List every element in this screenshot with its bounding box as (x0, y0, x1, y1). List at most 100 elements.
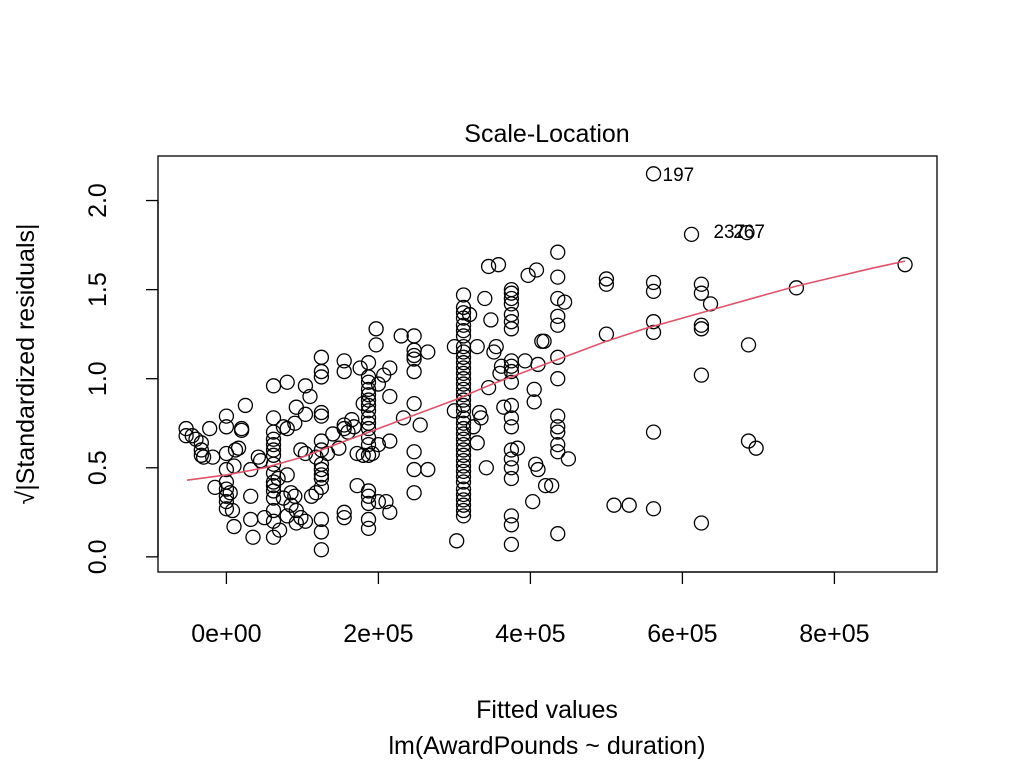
data-point (360, 495, 377, 512)
x-axis-subtitle: lm(AwardPounds ~ duration) (388, 732, 705, 760)
data-point (503, 460, 520, 476)
data-point (493, 358, 510, 374)
data-point (226, 458, 242, 474)
y-tick-label: 0.0 (84, 539, 112, 574)
data-point (349, 445, 365, 462)
data-point (252, 453, 269, 469)
data-point (455, 392, 472, 408)
data-point (336, 363, 352, 380)
data-point (645, 324, 662, 341)
data-point (265, 474, 282, 490)
data-point (645, 274, 662, 291)
data-point (287, 415, 303, 431)
data-point (360, 381, 377, 398)
data-point (297, 406, 314, 422)
data-point (550, 444, 566, 460)
data-point (360, 369, 377, 385)
data-point (748, 440, 764, 456)
data-point (393, 328, 409, 344)
data-point (503, 374, 520, 390)
data-point (382, 433, 398, 449)
data-point (360, 511, 377, 528)
data-point (218, 488, 235, 504)
data-point (693, 317, 710, 333)
data-point (739, 224, 755, 241)
y-tick-label: 1.5 (84, 272, 112, 307)
data-point (525, 493, 541, 510)
data-point (193, 442, 209, 458)
data-point (455, 463, 472, 479)
data-point (271, 522, 288, 538)
data-point (265, 502, 282, 519)
data-point (455, 305, 472, 321)
data-point (550, 408, 566, 424)
data-point (509, 440, 526, 456)
data-point (344, 412, 360, 428)
data-point (313, 542, 330, 558)
data-point (503, 358, 520, 374)
data-point (226, 518, 242, 535)
data-point (503, 296, 520, 312)
data-point (544, 477, 560, 494)
data-point (233, 422, 250, 439)
data-point (370, 376, 387, 392)
data-point (218, 461, 235, 478)
data-point (455, 387, 472, 403)
data-point (536, 333, 552, 349)
data-point (693, 367, 710, 383)
data-point (346, 419, 362, 435)
data-point (218, 481, 235, 497)
data-point (336, 353, 352, 369)
point-annotation: 197 (663, 165, 695, 186)
data-point (455, 486, 472, 503)
data-point (469, 338, 485, 355)
data-point (395, 410, 412, 426)
point-annotation: 237 (713, 222, 745, 243)
data-point (503, 285, 520, 301)
data-point (560, 451, 577, 467)
data-point (455, 447, 472, 463)
data-point (740, 337, 757, 353)
data-point (222, 485, 238, 501)
data-point (550, 371, 566, 387)
data-point (477, 290, 493, 307)
data-point (455, 403, 472, 419)
data-point (455, 442, 472, 458)
data-point (331, 440, 347, 456)
smoother-line (186, 260, 906, 481)
data-point (370, 493, 387, 510)
data-point (537, 477, 554, 494)
data-point (406, 328, 422, 344)
data-point (368, 321, 384, 337)
data-point (683, 226, 700, 243)
data-point (270, 470, 286, 487)
data-point (336, 417, 352, 433)
data-point (360, 374, 377, 390)
data-point (455, 360, 472, 376)
data-point (645, 314, 662, 330)
data-point (360, 429, 377, 446)
data-point (406, 363, 422, 380)
data-point (503, 281, 520, 298)
data-point (693, 285, 710, 301)
data-point (224, 502, 241, 519)
data-point (455, 453, 472, 469)
data-point (455, 355, 472, 371)
y-tick-label: 1.0 (84, 361, 112, 396)
data-point (606, 497, 622, 513)
data-point (503, 517, 520, 533)
data-point (480, 379, 497, 396)
data-point (368, 337, 384, 353)
x-tick-label: 8e+05 (799, 620, 869, 648)
data-points (178, 166, 913, 558)
data-point (265, 378, 282, 394)
data-point (265, 490, 282, 506)
chart-title: Scale-Location (464, 120, 629, 148)
y-axis-label: √|Standardized residuals| (12, 223, 40, 504)
data-point (645, 166, 662, 182)
data-point (550, 269, 566, 285)
data-point (352, 360, 368, 376)
data-point (455, 328, 472, 344)
data-point (313, 461, 330, 478)
